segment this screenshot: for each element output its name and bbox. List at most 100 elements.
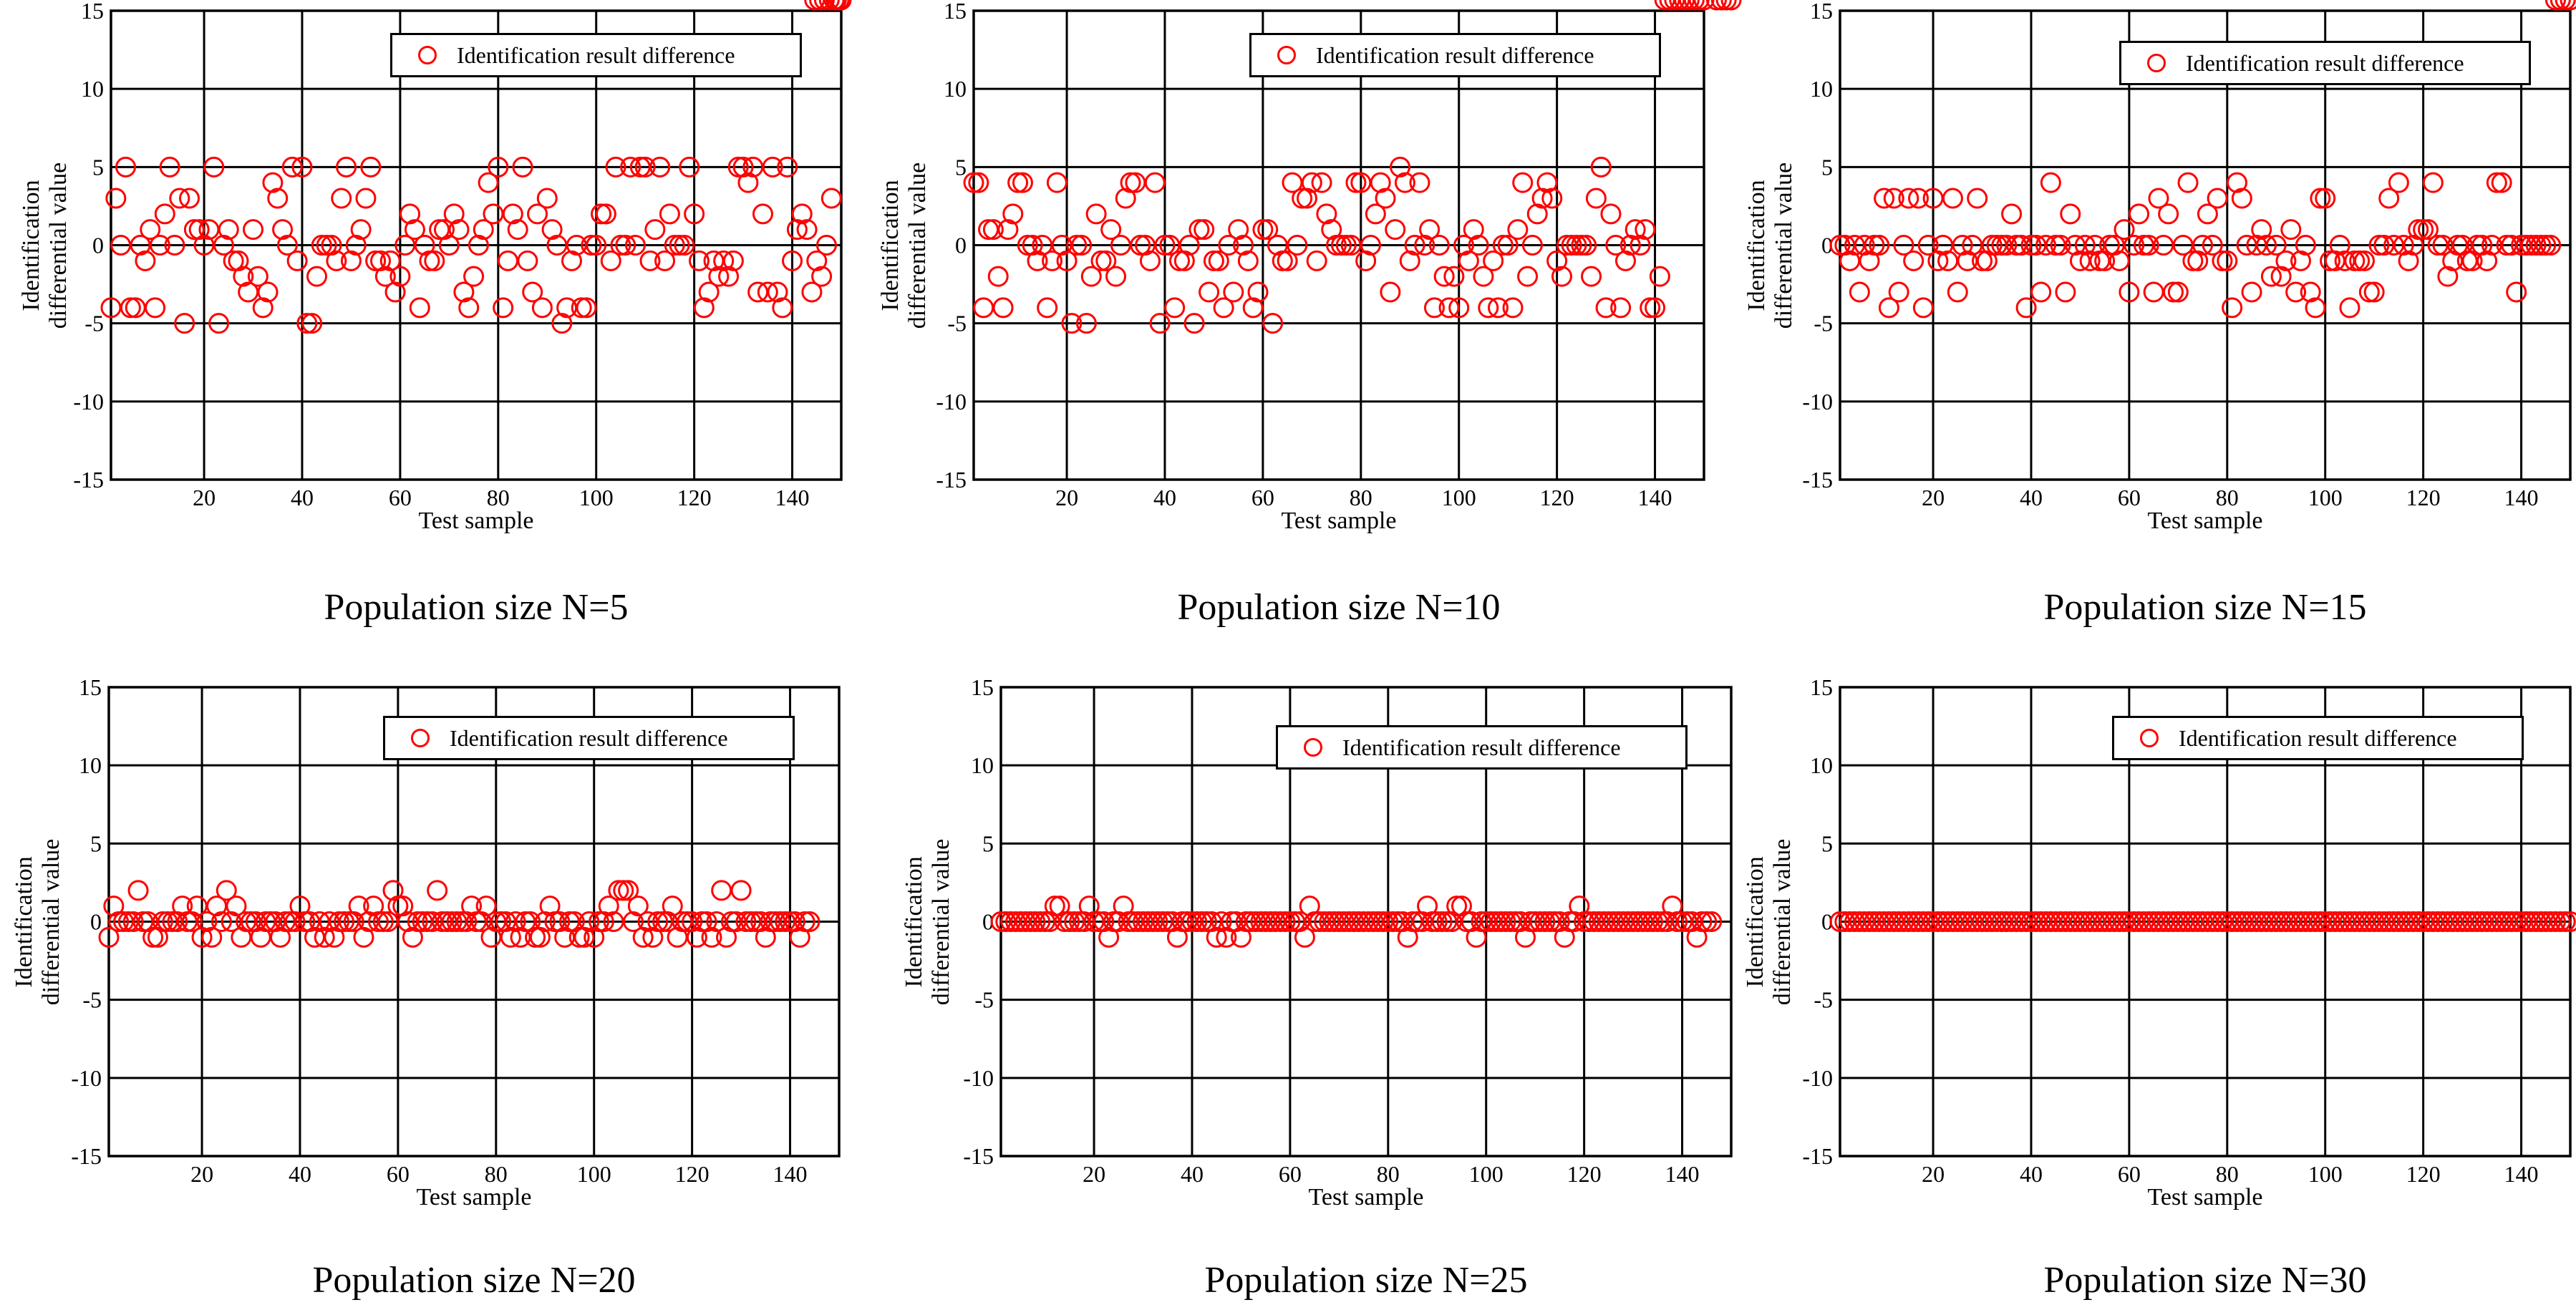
data-point bbox=[1640, 297, 1661, 319]
data-point bbox=[767, 281, 788, 303]
data-point bbox=[2368, 235, 2390, 256]
data-point bbox=[2138, 235, 2159, 256]
data-point bbox=[1645, 297, 1666, 319]
data-point bbox=[809, 0, 831, 11]
y-axis-label: Identification differential value bbox=[1742, 815, 1796, 1029]
data-point bbox=[505, 911, 526, 932]
data-point bbox=[1693, 0, 1715, 11]
data-point bbox=[1541, 188, 1563, 209]
data-point bbox=[1414, 235, 1435, 256]
data-point bbox=[1878, 297, 1899, 319]
data-point bbox=[1952, 235, 1973, 256]
data-point bbox=[1600, 203, 1622, 225]
data-point bbox=[2305, 297, 2326, 319]
x-tick-label: 60 bbox=[2118, 1161, 2141, 1187]
data-point bbox=[1394, 172, 1415, 193]
panel-caption: Population size N=10 bbox=[1177, 587, 1501, 628]
data-point bbox=[576, 297, 597, 319]
data-point bbox=[350, 219, 372, 241]
data-point bbox=[1056, 250, 1078, 271]
data-point bbox=[331, 188, 352, 209]
data-point bbox=[1874, 188, 1895, 209]
data-point bbox=[1206, 926, 1227, 948]
data-point bbox=[1720, 0, 1742, 11]
data-point bbox=[2560, 911, 2576, 932]
data-point bbox=[1311, 172, 1332, 193]
data-point bbox=[2413, 219, 2434, 241]
data-point bbox=[167, 911, 188, 932]
data-point bbox=[1683, 0, 1705, 11]
data-point bbox=[1257, 219, 1279, 241]
data-point bbox=[289, 896, 311, 917]
axes-frame bbox=[1839, 9, 2572, 481]
data-point bbox=[618, 880, 639, 901]
legend-label: Identification result difference bbox=[2179, 724, 2457, 751]
x-axis-label: Test sample bbox=[417, 1184, 532, 1210]
y-tick-label: 15 bbox=[971, 674, 994, 700]
data-point bbox=[2148, 188, 2169, 209]
data-point bbox=[992, 297, 1014, 319]
data-point bbox=[1385, 219, 1406, 241]
data-point bbox=[586, 235, 607, 256]
data-point bbox=[2030, 281, 2052, 303]
data-point bbox=[247, 266, 268, 287]
data-point bbox=[551, 313, 573, 334]
data-point bbox=[688, 250, 710, 271]
legend-label: Identification result difference bbox=[1316, 42, 1594, 68]
data-point bbox=[718, 266, 740, 287]
x-axis-label: Test sample bbox=[2148, 1184, 2263, 1210]
data-point bbox=[453, 281, 475, 303]
data-point bbox=[404, 219, 425, 241]
data-point bbox=[419, 250, 440, 271]
data-point bbox=[1321, 219, 1342, 241]
data-point bbox=[2124, 235, 2145, 256]
x-tick-label: 80 bbox=[485, 1161, 508, 1187]
data-point bbox=[2108, 250, 2130, 271]
data-point bbox=[1277, 250, 1298, 271]
data-point bbox=[782, 250, 803, 271]
data-point bbox=[348, 896, 369, 917]
data-point bbox=[179, 188, 200, 209]
data-point bbox=[539, 896, 561, 917]
y-tick-label: 5 bbox=[955, 154, 967, 180]
data-point bbox=[257, 281, 279, 303]
data-point bbox=[682, 911, 703, 932]
data-point bbox=[1996, 235, 2018, 256]
data-point bbox=[1100, 219, 1122, 241]
data-point bbox=[1294, 926, 1315, 948]
data-point bbox=[216, 880, 237, 901]
data-point bbox=[2260, 266, 2282, 287]
legend-marker-icon bbox=[2140, 729, 2159, 747]
data-point bbox=[620, 156, 641, 178]
data-point bbox=[2182, 250, 2204, 271]
data-point bbox=[296, 313, 318, 334]
data-point bbox=[174, 313, 195, 334]
y-tick-label: -5 bbox=[947, 311, 967, 336]
data-point bbox=[777, 156, 798, 178]
legend: Identification result difference bbox=[1249, 33, 1661, 77]
data-point bbox=[669, 235, 690, 256]
data-point bbox=[1976, 250, 1998, 271]
data-point bbox=[2270, 266, 2292, 287]
data-point bbox=[1144, 172, 1166, 193]
data-point bbox=[632, 926, 654, 948]
data-point bbox=[414, 235, 435, 256]
data-point bbox=[1473, 266, 1494, 287]
data-point bbox=[2320, 250, 2341, 271]
y-tick-label: 5 bbox=[1821, 154, 1833, 180]
data-point bbox=[1546, 250, 1568, 271]
y-tick-label: 5 bbox=[90, 830, 102, 856]
data-point bbox=[1849, 281, 1870, 303]
data-point bbox=[1078, 896, 1100, 917]
data-point bbox=[659, 203, 680, 225]
data-point bbox=[98, 926, 120, 948]
data-point bbox=[2163, 281, 2184, 303]
data-point bbox=[2393, 235, 2414, 256]
data-point bbox=[1186, 911, 1208, 932]
data-point bbox=[1377, 911, 1399, 932]
data-point bbox=[1399, 250, 1420, 271]
data-point bbox=[2050, 235, 2071, 256]
y-tick-label: 0 bbox=[955, 233, 967, 258]
